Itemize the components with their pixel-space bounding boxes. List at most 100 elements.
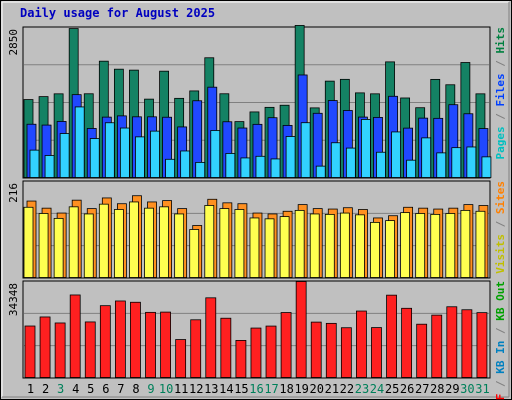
bar-visits-day-2 <box>38 213 49 278</box>
bar-pages-day-6 <box>104 122 115 178</box>
bar-pages-day-19 <box>300 122 311 178</box>
day-label-18: 18 <box>279 382 293 396</box>
bar-pages-day-13 <box>210 130 221 178</box>
day-label-13: 13 <box>204 382 218 396</box>
bar-visits-day-22 <box>339 212 350 278</box>
bar-visits-day-16 <box>249 217 260 278</box>
bar-visits-day-3 <box>53 217 64 278</box>
bar-visits-day-5 <box>83 213 94 278</box>
bar-visits-day-26 <box>400 212 411 278</box>
day-label-22: 22 <box>340 382 354 396</box>
bar-kb-f-day-3 <box>54 322 66 378</box>
day-label-17: 17 <box>264 382 278 396</box>
bar-pages-day-22 <box>345 147 356 178</box>
day-label-10: 10 <box>159 382 173 396</box>
day-label-31: 31 <box>475 382 489 396</box>
series-visits <box>23 201 486 278</box>
bar-visits-day-23 <box>355 214 365 278</box>
bar-visits-day-9 <box>144 207 154 278</box>
bar-kb-f-day-12 <box>190 319 202 378</box>
bar-visits-day-6 <box>98 203 109 278</box>
bar-visits-day-18 <box>279 216 290 278</box>
y-max-label-bottom: 34348 <box>7 283 20 316</box>
bar-pages-day-9 <box>150 130 160 178</box>
bar-kb-f-day-23 <box>356 310 367 378</box>
day-label-2: 2 <box>42 382 49 396</box>
legend-entry: Pages <box>494 126 507 159</box>
bar-visits-day-12 <box>189 229 200 278</box>
bar-kb-f-day-24 <box>371 327 382 378</box>
legend-entry: KB F <box>494 394 507 400</box>
bar-pages-day-26 <box>406 159 417 178</box>
bar-pages-day-17 <box>270 158 281 178</box>
bar-kb-f-day-5 <box>84 321 96 378</box>
day-label-4: 4 <box>72 382 79 396</box>
bar-kb-f-day-31 <box>476 312 488 378</box>
bar-visits-day-28 <box>430 213 441 278</box>
bar-visits-day-1 <box>23 206 34 278</box>
bar-kb-f-day-2 <box>39 316 51 378</box>
bar-kb-f-day-30 <box>461 309 473 378</box>
legend-entry: KB Out <box>494 281 507 321</box>
bar-kb-f-day-20 <box>310 321 322 378</box>
day-label-8: 8 <box>132 382 139 396</box>
bar-pages-day-30 <box>466 146 477 178</box>
bar-pages-day-1 <box>29 149 40 178</box>
bar-kb-f-day-26 <box>401 307 413 378</box>
legend-entry: Hits <box>494 27 507 54</box>
bar-pages-day-7 <box>119 127 130 178</box>
day-label-23: 23 <box>355 382 369 396</box>
bar-kb-f-day-21 <box>325 322 337 378</box>
legend-entry: / <box>494 374 507 394</box>
bar-pages-day-2 <box>44 155 55 178</box>
day-label-30: 30 <box>460 382 474 396</box>
bar-visits-day-27 <box>415 213 426 278</box>
day-label-1: 1 <box>27 382 34 396</box>
bar-kb-f-day-11 <box>175 339 187 378</box>
legend-entry: Files <box>494 73 507 106</box>
bar-visits-day-31 <box>475 210 486 278</box>
bar-pages-day-29 <box>451 147 462 178</box>
bar-pages-day-8 <box>135 136 145 178</box>
bar-kb-f-day-19 <box>295 281 307 378</box>
bar-pages-day-23 <box>361 119 371 178</box>
day-label-19: 19 <box>294 382 308 396</box>
bar-kb-f-day-8 <box>130 301 141 378</box>
bar-pages-day-12 <box>195 161 206 178</box>
day-label-24: 24 <box>370 382 384 396</box>
bar-visits-day-11 <box>174 213 185 278</box>
day-label-12: 12 <box>189 382 203 396</box>
panel-bottom: 34348 KB F / KB In / KB Out <box>7 280 507 400</box>
bar-kb-f-day-4 <box>69 294 81 378</box>
bar-pages-day-5 <box>89 138 100 178</box>
bar-visits-day-4 <box>68 206 79 278</box>
legend-entry: Sites <box>494 181 507 214</box>
legend-entry: KB In <box>494 341 507 374</box>
legend-entry: / <box>494 321 507 341</box>
bar-pages-day-3 <box>59 133 70 178</box>
day-label-5: 5 <box>87 382 94 396</box>
bar-kb-f-day-15 <box>235 340 247 378</box>
legend-top: Pages / Files / Hits <box>494 27 507 160</box>
bar-visits-day-17 <box>264 218 275 278</box>
bar-kb-f-day-7 <box>114 300 126 378</box>
bar-visits-day-21 <box>324 213 335 278</box>
bar-kb-f-day-29 <box>446 306 458 378</box>
bar-pages-day-11 <box>180 150 191 178</box>
bar-pages-day-14 <box>225 153 236 178</box>
bar-kb-f-day-25 <box>386 294 397 378</box>
bar-visits-day-15 <box>234 209 245 278</box>
day-label-7: 7 <box>117 382 124 396</box>
bar-pages-day-4 <box>74 106 85 178</box>
day-label-28: 28 <box>430 382 444 396</box>
bar-visits-day-24 <box>370 221 380 278</box>
day-label-21: 21 <box>325 382 339 396</box>
day-label-27: 27 <box>415 382 429 396</box>
bar-pages-day-24 <box>376 151 386 178</box>
legend-entry: / <box>494 54 507 74</box>
bar-visits-day-10 <box>159 206 169 278</box>
bar-kb-f-day-14 <box>220 317 232 378</box>
bar-pages-day-18 <box>285 136 296 178</box>
bar-pages-day-16 <box>255 155 266 178</box>
